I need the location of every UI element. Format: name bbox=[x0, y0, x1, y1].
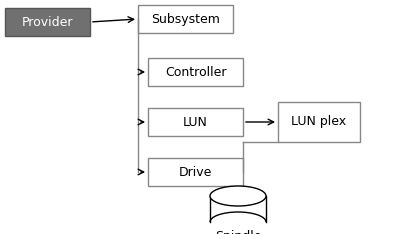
Text: Drive: Drive bbox=[179, 165, 212, 179]
Text: LUN: LUN bbox=[183, 116, 208, 128]
Bar bbox=[148, 108, 243, 136]
Ellipse shape bbox=[210, 186, 266, 206]
Bar bbox=[148, 58, 243, 86]
Bar bbox=[148, 158, 243, 186]
Bar bbox=[278, 102, 360, 142]
Text: Subsystem: Subsystem bbox=[151, 12, 220, 26]
Text: Provider: Provider bbox=[22, 15, 73, 29]
Text: Spindle: Spindle bbox=[215, 230, 261, 234]
Bar bbox=[5, 8, 90, 36]
Text: Controller: Controller bbox=[165, 66, 226, 78]
Bar bbox=[138, 5, 233, 33]
Text: LUN plex: LUN plex bbox=[291, 116, 347, 128]
